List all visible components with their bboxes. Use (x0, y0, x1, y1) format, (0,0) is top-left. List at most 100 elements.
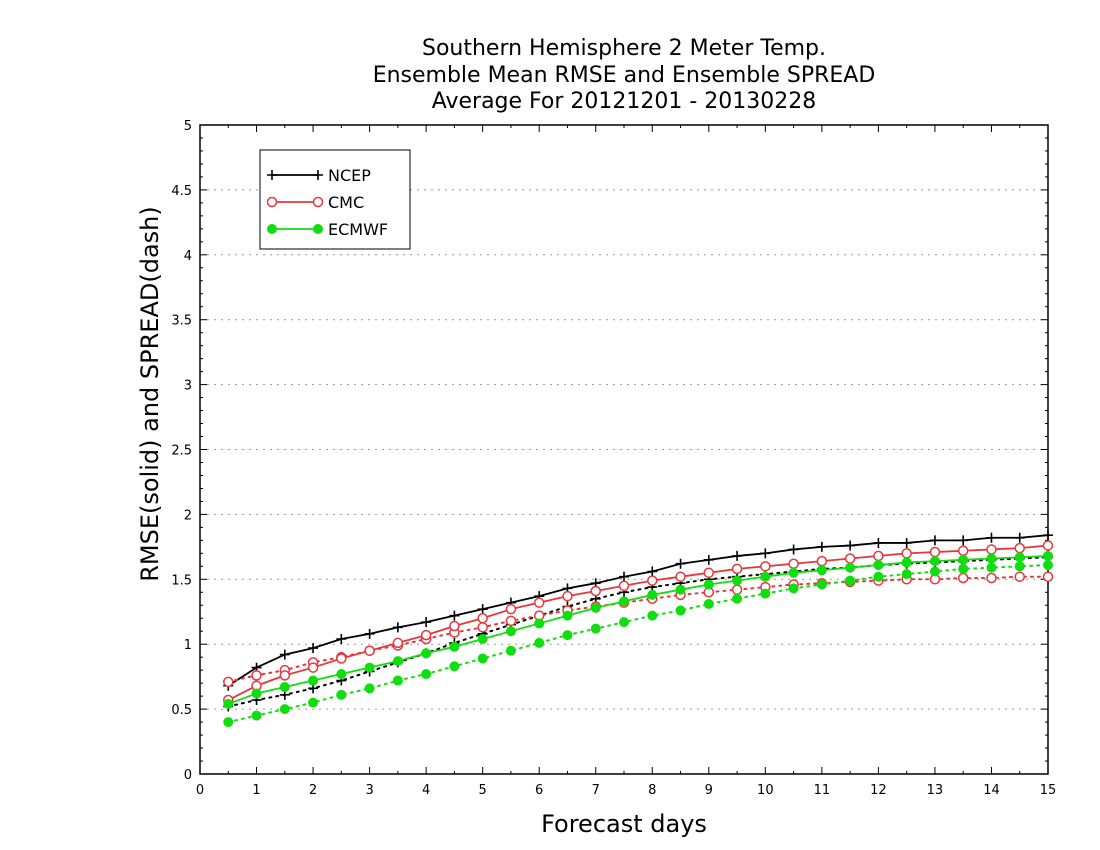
ncep-rmse-point (675, 558, 686, 569)
cmc-spread-point (505, 615, 517, 627)
ecmwf-rmse-point (619, 596, 629, 607)
ncep-rmse-point (619, 571, 629, 582)
ncep-rmse-point (279, 649, 290, 660)
cmc-spread-point (1014, 571, 1025, 582)
ecmwf-spread-point (619, 617, 629, 628)
cmc-spread-point (986, 572, 997, 584)
ncep-rmse-point (986, 532, 997, 543)
ecmwf-spread-point (251, 710, 262, 721)
cmc-rmse-point (279, 670, 291, 681)
ncep-rmse-point (1014, 532, 1025, 543)
ecmwf-spread-point (873, 571, 884, 582)
ecmwf-rmse-point (421, 648, 432, 659)
ecmwf-spread-point (986, 562, 997, 573)
legend-marker-ncep (267, 170, 277, 180)
ecmwf-spread-point (1043, 560, 1053, 571)
ecmwf-rmse-point (477, 634, 488, 645)
ecmwf-spread-point (505, 645, 516, 656)
legend-marker-cmc (266, 196, 278, 208)
x-tick-label-10: 10 (757, 783, 774, 798)
x-tick-label-3: 3 (365, 783, 373, 798)
ecmwf-spread-point (279, 704, 290, 715)
ecmwf-spread-point (647, 610, 658, 621)
ncep-rmse-point (1043, 530, 1053, 541)
ecmwf-rmse-point (760, 571, 771, 582)
ecmwf-spread-point (562, 630, 573, 641)
cmc-spread-point (477, 622, 488, 633)
ecmwf-rmse-point (279, 682, 290, 693)
cmc-rmse-point (392, 637, 404, 649)
cmc-spread-point (957, 572, 969, 584)
x-tick-label-14: 14 (983, 783, 1000, 798)
y-tick-label-3: 1.5 (171, 573, 192, 588)
x-tick-label-2: 2 (309, 783, 317, 798)
ecmwf-rmse-point (251, 688, 262, 699)
ecmwf-spread-point (901, 569, 912, 580)
ecmwf-rmse-point (845, 562, 856, 573)
cmc-rmse-point (336, 653, 347, 664)
ecmwf-spread-point (392, 675, 403, 686)
cmc-rmse-point (675, 571, 686, 582)
ncep-rmse-point (929, 535, 940, 546)
ecmwf-rmse-line (227, 555, 1049, 705)
ecmwf-spread-point (732, 593, 743, 604)
x-axis-label: Forecast days (541, 810, 707, 838)
cmc-rmse-point (788, 558, 799, 569)
ncep-rmse-point (392, 622, 403, 633)
ecmwf-rmse-point (1043, 550, 1053, 561)
ecmwf-spread-point (421, 669, 432, 680)
y-axis-label: RMSE(solid) and SPREAD(dash) (136, 206, 164, 582)
ecmwf-rmse-point (958, 554, 969, 565)
ecmwf-rmse-point (788, 567, 799, 578)
cmc-rmse-point (816, 555, 828, 567)
ncep-rmse-point (845, 540, 856, 551)
cmc-rmse-point (533, 597, 545, 608)
legend-marker-ecmwf (267, 224, 277, 234)
ncep-rmse-point (364, 628, 375, 639)
ncep-rmse-point (788, 544, 799, 555)
ecmwf-spread-point (308, 697, 319, 708)
x-tick-label-7: 7 (592, 783, 600, 798)
ecmwf-rmse-point (223, 698, 234, 709)
y-tick-label-0: 0 (184, 768, 192, 783)
ecmwf-spread-point (675, 605, 686, 616)
ecmwf-rmse-point (647, 589, 658, 600)
ecmwf-rmse-point (816, 565, 827, 576)
ecmwf-rmse-point (392, 656, 403, 667)
ecmwf-spread-point (336, 689, 347, 700)
cmc-rmse-point (562, 590, 573, 602)
legend-marker-ncep (313, 170, 323, 180)
ecmwf-rmse-point (449, 641, 460, 652)
ncep-rmse-point (901, 537, 912, 548)
cmc-rmse-point (449, 620, 460, 632)
x-tick-label-11: 11 (814, 783, 831, 798)
ecmwf-rmse-point (732, 575, 743, 586)
ecmwf-spread-point (760, 588, 771, 599)
cmc-spread-point (731, 584, 743, 595)
x-tick-label-9: 9 (705, 783, 713, 798)
ncep-rmse-line (227, 534, 1049, 687)
cmc-rmse-point (647, 575, 658, 586)
ecmwf-rmse-point (364, 662, 375, 673)
cmc-rmse-point (873, 550, 884, 562)
cmc-rmse-point (957, 545, 969, 556)
cmc-rmse-point (505, 603, 517, 615)
cmc-rmse-point (364, 645, 375, 656)
ecmwf-rmse-point (675, 584, 686, 595)
ecmwf-spread-point (534, 637, 545, 648)
legend-marker-ecmwf (313, 224, 323, 234)
cmc-rmse-point (760, 561, 771, 572)
ecmwf-spread-point (477, 653, 488, 664)
legend-label-ecmwf: ECMWF (328, 220, 388, 239)
ecmwf-rmse-point (1014, 552, 1025, 563)
y-tick-label-5: 2.5 (171, 444, 192, 459)
ecmwf-rmse-point (590, 602, 601, 613)
chart-title-line-2: Ensemble Mean RMSE and Ensemble SPREAD (372, 63, 876, 88)
chart-title-line-3: Average For 20121201 - 20130228 (431, 89, 817, 114)
ncep-rmse-point (703, 554, 714, 565)
ncep-spread-line (227, 556, 1049, 708)
ecmwf-rmse-point (308, 675, 319, 686)
cmc-rmse-point (901, 548, 912, 559)
x-tick-label-4: 4 (422, 783, 430, 798)
